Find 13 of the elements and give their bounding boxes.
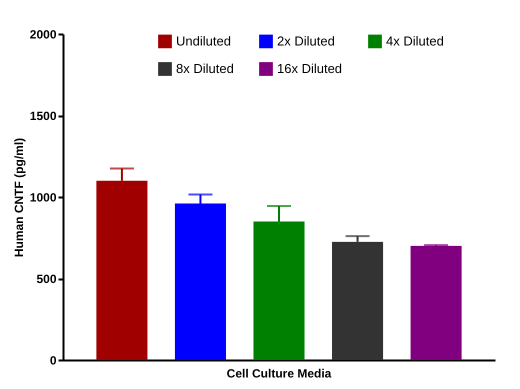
y-tick-label: 1500 [30,109,57,123]
x-tick-label: Cell Culture Media [226,366,332,380]
legend-label: 4x Diluted [386,33,444,48]
y-tick-label: 1000 [30,190,57,204]
legend-label: 8x Diluted [176,61,234,76]
legend-label: 2x Diluted [277,33,335,48]
y-tick-label: 500 [36,272,57,286]
legend-label: 16x Diluted [277,61,342,76]
y-tick-label: 0 [50,354,57,368]
y-axis-title: Human CNTF (pg/ml) [12,138,26,258]
legend-label: Undiluted [176,33,231,48]
y-tick-label: 2000 [30,28,57,42]
bar [410,246,462,360]
